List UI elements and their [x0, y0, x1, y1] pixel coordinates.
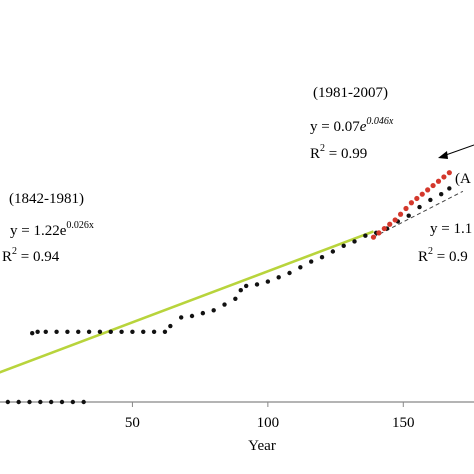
data-point [287, 270, 292, 276]
data-point [222, 302, 227, 307]
data-point [130, 329, 135, 334]
data-point [397, 211, 404, 217]
series-1 [5, 186, 452, 405]
data-point [341, 243, 346, 248]
data-point [59, 399, 65, 405]
series-2 [370, 170, 452, 240]
data-point [168, 323, 173, 329]
data-point [419, 191, 425, 197]
r2-1-value: = 0.94 [17, 249, 60, 265]
equation-2-exponent: 0.046x [366, 116, 394, 127]
data-point [141, 329, 146, 334]
annotation-r2-3: R2 = 0.9 [418, 246, 468, 265]
data-point [414, 195, 420, 202]
data-point [97, 329, 103, 334]
r2-3-label: R [418, 249, 428, 265]
data-point [162, 329, 168, 334]
r2-2-label: R [310, 146, 320, 162]
data-point [189, 313, 195, 319]
annotation-period-2: (1981-2007) [313, 85, 388, 101]
data-point [446, 170, 452, 176]
data-point [151, 329, 157, 334]
annotation-equation-3: y = 1.1 [430, 221, 472, 237]
r2-2-value: = 0.99 [325, 146, 367, 162]
equation-1-exponent: 0.026x [66, 220, 94, 231]
data-point [387, 221, 393, 227]
data-point [254, 282, 260, 287]
x-tick-label: 100 [257, 415, 280, 431]
x-ticks: 50 100 150 [125, 402, 415, 431]
data-point [363, 233, 368, 238]
data-point [276, 275, 281, 280]
data-point [376, 230, 382, 236]
data-point [435, 178, 442, 184]
annotation-period-1: (1842-1981) [9, 191, 84, 207]
data-point [200, 310, 206, 316]
data-point [54, 329, 59, 334]
data-point [178, 315, 184, 320]
data-point [119, 329, 124, 334]
data-point [35, 329, 40, 334]
data-point [265, 279, 271, 284]
annotation-equation-2: y = 0.07e0.046x [310, 116, 394, 135]
r2-3-power: 2 [428, 246, 433, 257]
trendline-1 [0, 230, 374, 374]
data-point [211, 308, 216, 313]
data-point [392, 217, 398, 223]
annotation-r2-2: R2 = 0.99 [310, 143, 367, 162]
data-point [70, 399, 76, 405]
data-point [439, 191, 444, 197]
x-axis-title: Year [248, 438, 276, 454]
data-point [65, 329, 70, 334]
annotation-r2-1: R2 = 0.94 [2, 246, 60, 265]
data-point [16, 399, 21, 405]
data-point [243, 283, 249, 289]
equation-1-prefix: y = 1.22e [10, 223, 67, 239]
equation-2-e: e [360, 119, 367, 135]
data-point [406, 213, 411, 218]
data-points [5, 170, 452, 405]
data-point [86, 329, 92, 334]
annotation-arrow-label: (A [455, 171, 471, 187]
x-tick-label: 50 [125, 415, 140, 431]
data-point [319, 255, 325, 260]
annotation-arrowhead [438, 151, 448, 159]
data-point [381, 225, 387, 232]
data-point [370, 234, 377, 240]
r2-1-power: 2 [12, 246, 17, 257]
r2-2-power: 2 [320, 143, 325, 154]
data-point [233, 296, 238, 301]
annotation-equation-1: y = 1.22e0.026x [10, 220, 94, 239]
r2-1-label: R [2, 249, 12, 265]
data-point [81, 399, 86, 405]
data-point [428, 197, 433, 203]
annotation-arrow [442, 144, 474, 157]
r2-3-value: = 0.9 [433, 249, 468, 265]
data-point [417, 204, 422, 210]
data-point [108, 329, 113, 334]
data-point [408, 200, 415, 206]
data-point [447, 186, 452, 191]
x-tick-label: 150 [392, 415, 415, 431]
data-point [238, 288, 243, 293]
data-point [425, 187, 431, 193]
data-point [27, 399, 32, 405]
data-point [330, 249, 336, 254]
data-point [308, 259, 314, 264]
data-point [48, 399, 54, 405]
data-point [430, 182, 436, 189]
data-point [352, 239, 357, 244]
data-point [30, 331, 35, 336]
data-point [298, 265, 303, 270]
equation-2-prefix: y = 0.07 [310, 119, 360, 135]
data-point [38, 399, 43, 405]
data-point [43, 329, 48, 334]
data-point [441, 174, 447, 180]
data-point [76, 329, 81, 334]
data-point [403, 205, 409, 212]
data-point [5, 399, 11, 405]
